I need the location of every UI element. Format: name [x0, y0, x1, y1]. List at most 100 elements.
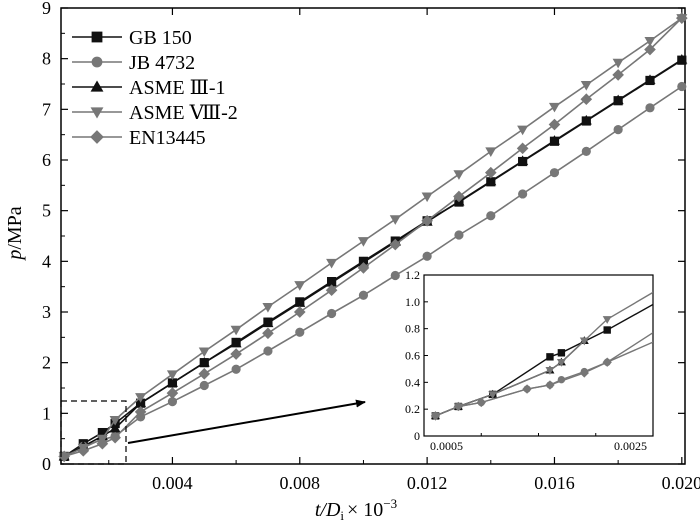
data-point: [325, 284, 338, 297]
data-point: [613, 125, 623, 135]
y-tick-label: 3: [42, 302, 51, 322]
inset-x-tick-label: 0.0005: [430, 439, 463, 453]
inset-y-tick-label: 1.2: [405, 268, 420, 282]
legend-item: JB 4732: [72, 52, 195, 74]
legend-marker: [91, 56, 103, 68]
inset-data-point: [556, 359, 566, 367]
legend-label: EN13445: [129, 127, 206, 149]
legend-marker: [91, 31, 103, 43]
series-line: [63, 17, 683, 458]
y-tick-label: 1: [42, 403, 51, 423]
data-point: [327, 308, 337, 319]
y-tick-label: 2: [42, 353, 51, 373]
data-point: [485, 175, 497, 186]
data-point: [263, 346, 273, 356]
data-point: [580, 81, 592, 91]
x-tick-label: 0.016: [534, 473, 575, 493]
data-point: [517, 155, 529, 165]
data-point: [166, 387, 179, 399]
data-point: [421, 214, 433, 227]
data-point: [199, 380, 209, 391]
data-point: [262, 327, 274, 340]
data-point: [677, 81, 687, 92]
inset-data-point: [602, 357, 612, 367]
legend-marker: [90, 130, 104, 144]
data-point: [198, 357, 210, 367]
x-tick-label: 0.004: [152, 473, 193, 493]
inset-data-point: [476, 397, 486, 408]
data-point: [389, 215, 401, 225]
data-point: [77, 445, 90, 457]
data-point: [357, 237, 369, 247]
inset-data-point: [579, 337, 589, 346]
inset-data-point: [453, 401, 464, 412]
legend-item: GB 150: [72, 27, 192, 49]
data-point: [326, 258, 338, 269]
zoom-arrow: [127, 399, 366, 444]
series-line: [63, 85, 683, 458]
inset-data-point: [545, 380, 555, 390]
data-point: [453, 170, 465, 180]
inset-y-tick-label: 1.0: [405, 295, 420, 309]
x-axis-title: t/Di × 10−3: [315, 496, 397, 523]
legend-marker: [90, 80, 104, 92]
series-line: [63, 59, 683, 458]
y-tick-label: 8: [42, 49, 51, 69]
data-point: [230, 337, 242, 348]
data-point: [134, 405, 147, 418]
x-tick-label: 0.012: [407, 473, 448, 493]
data-point: [294, 281, 306, 291]
data-point: [645, 103, 655, 113]
legend-item: ASME Ⅲ-1: [72, 77, 226, 99]
data-point: [109, 431, 121, 444]
inset-y-tick-label: 0.2: [405, 402, 420, 416]
legend-item: ASME Ⅷ-2: [72, 102, 238, 124]
data-point: [676, 12, 688, 24]
inset-data-point: [557, 349, 566, 357]
legend-item: EN13445: [72, 127, 206, 149]
inset-y-tick-label: 0: [414, 429, 420, 443]
data-point: [390, 270, 400, 281]
inset-series-en13445: [430, 332, 653, 421]
data-point: [580, 93, 593, 106]
data-point: [644, 74, 656, 84]
data-point: [295, 327, 305, 337]
data-point: [676, 54, 688, 64]
zoom-indicator: [60, 399, 366, 465]
inset-data-point: [488, 391, 498, 400]
data-point: [612, 94, 624, 105]
inset-data-point: [545, 367, 555, 375]
x-tick-label: 0.020: [662, 473, 700, 493]
data-point: [612, 69, 624, 81]
data-point: [484, 166, 497, 179]
data-point: [486, 211, 496, 221]
data-point: [422, 251, 432, 261]
x-tick-label: 0.008: [280, 473, 321, 493]
y-tick-label: 9: [42, 0, 51, 18]
data-point: [109, 415, 121, 426]
data-point: [517, 125, 529, 136]
data-point: [135, 393, 147, 403]
legend-marker: [90, 107, 104, 119]
inset-plot: 0 0.2 0.4 0.6 0.8 1.0 1.2 0.0005 0.0025: [405, 268, 654, 453]
data-point: [581, 146, 591, 156]
inset-data-point: [430, 411, 441, 421]
data-point: [548, 118, 561, 131]
data-point: [548, 102, 560, 113]
y-axis-title: p/MPa: [4, 206, 26, 261]
data-point: [230, 348, 242, 360]
data-point: [166, 370, 178, 380]
data-point: [454, 230, 464, 240]
y-tick-label: 7: [42, 99, 51, 119]
data-point: [549, 168, 560, 178]
data-point: [421, 192, 433, 203]
y-tick-label: 4: [42, 251, 51, 271]
data-point: [357, 262, 370, 274]
legend: GB 150 JB 4732 ASME Ⅲ-1 ASME Ⅷ-2 EN13445: [72, 27, 238, 149]
y-tick-label: 5: [42, 201, 51, 221]
data-point: [580, 114, 592, 125]
series-line: [63, 17, 683, 458]
y-tick-label: 0: [42, 454, 51, 474]
data-point: [231, 364, 241, 374]
data-point: [293, 306, 306, 318]
